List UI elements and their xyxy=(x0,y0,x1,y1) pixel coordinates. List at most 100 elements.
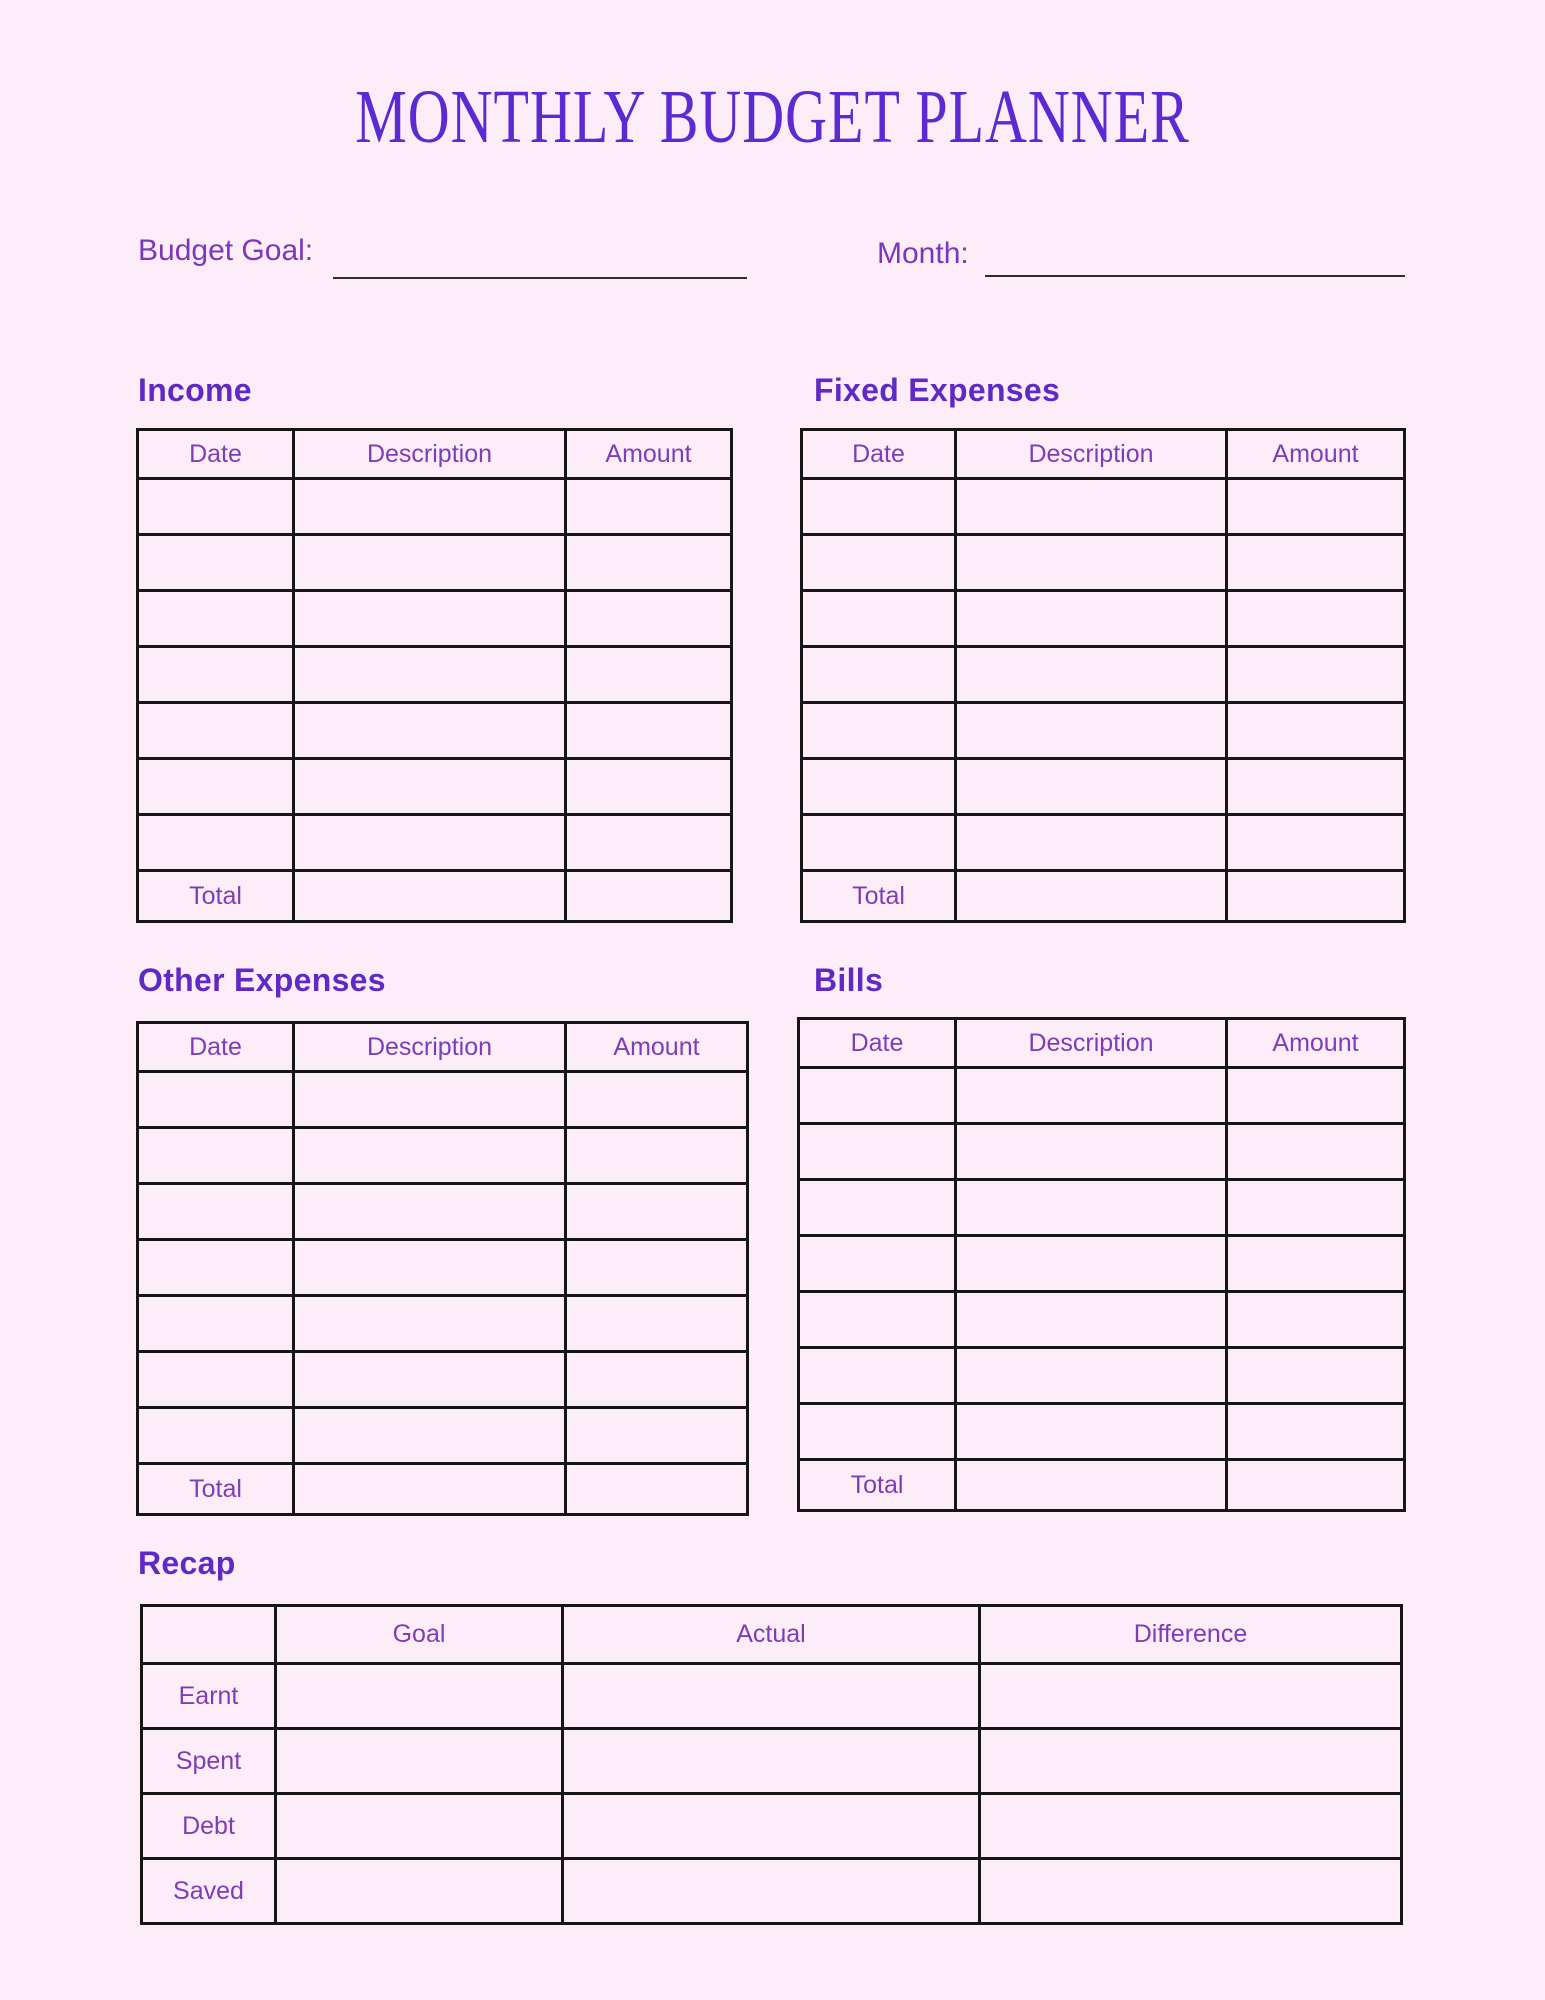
empty-cell xyxy=(800,589,957,648)
empty-cell xyxy=(954,1458,1228,1512)
total-label: Total xyxy=(136,869,295,923)
table-row xyxy=(800,757,1406,816)
total-label: Total xyxy=(800,869,957,923)
total-row: Total xyxy=(136,869,733,923)
empty-cell xyxy=(292,869,567,923)
empty-cell xyxy=(292,1126,567,1185)
total-row: Total xyxy=(797,1458,1406,1512)
empty-cell xyxy=(136,1070,295,1129)
column-header-amount: Amount xyxy=(564,1021,749,1073)
empty-cell xyxy=(1225,1234,1406,1293)
empty-cell xyxy=(797,1346,957,1405)
table-row xyxy=(136,1070,749,1129)
header-row: Date Description Amount xyxy=(136,1021,749,1073)
table-row xyxy=(800,813,1406,872)
section-title-bills: Bills xyxy=(814,962,884,998)
section-title-fixed-expenses: Fixed Expenses xyxy=(814,372,1061,408)
column-header-date: Date xyxy=(797,1017,957,1069)
column-header-description: Description xyxy=(954,428,1228,480)
table-row xyxy=(800,589,1406,648)
column-header-difference: Difference xyxy=(978,1604,1403,1665)
column-header-goal: Goal xyxy=(274,1604,564,1665)
empty-cell xyxy=(800,701,957,760)
empty-cell xyxy=(292,1462,567,1516)
empty-cell xyxy=(797,1402,957,1461)
column-header-date: Date xyxy=(800,428,957,480)
empty-cell xyxy=(954,533,1228,592)
month-line xyxy=(985,275,1405,277)
column-header-amount: Amount xyxy=(564,428,733,480)
empty-cell xyxy=(954,869,1228,923)
column-header-description: Description xyxy=(954,1017,1228,1069)
table-row xyxy=(797,1178,1406,1237)
empty-cell xyxy=(564,701,733,760)
empty-cell xyxy=(292,477,567,536)
empty-cell xyxy=(800,757,957,816)
empty-cell xyxy=(136,1294,295,1353)
empty-cell xyxy=(978,1662,1403,1730)
empty-cell xyxy=(1225,1290,1406,1349)
empty-cell xyxy=(978,1857,1403,1925)
header-row: Date Description Amount xyxy=(800,428,1406,480)
empty-cell xyxy=(136,645,295,704)
empty-cell xyxy=(136,533,295,592)
table-row xyxy=(136,477,733,536)
empty-cell xyxy=(797,1066,957,1125)
table-row xyxy=(800,533,1406,592)
empty-cell xyxy=(564,1070,749,1129)
header-row: Goal Actual Difference xyxy=(140,1604,1403,1665)
table-row xyxy=(136,589,733,648)
empty-cell xyxy=(564,1406,749,1465)
corner-cell xyxy=(140,1604,277,1665)
table-row xyxy=(136,1406,749,1465)
empty-cell xyxy=(800,477,957,536)
empty-cell xyxy=(136,589,295,648)
table-row xyxy=(800,701,1406,760)
empty-cell xyxy=(564,533,733,592)
table-row xyxy=(136,1350,749,1409)
income-table: Date Description Amount Total xyxy=(136,428,733,923)
total-label: Total xyxy=(136,1462,295,1516)
other-expenses-table: Date Description Amount Total xyxy=(136,1021,749,1516)
empty-cell xyxy=(954,701,1228,760)
empty-cell xyxy=(1225,645,1406,704)
table-row xyxy=(136,645,733,704)
empty-cell xyxy=(292,1406,567,1465)
table-row xyxy=(800,477,1406,536)
empty-cell xyxy=(978,1727,1403,1795)
empty-cell xyxy=(978,1792,1403,1860)
empty-cell xyxy=(800,813,957,872)
budget-goal-line xyxy=(333,277,747,279)
empty-cell xyxy=(274,1857,564,1925)
empty-cell xyxy=(564,477,733,536)
empty-cell xyxy=(954,477,1228,536)
table-row xyxy=(136,533,733,592)
empty-cell xyxy=(954,813,1228,872)
empty-cell xyxy=(136,1350,295,1409)
empty-cell xyxy=(800,533,957,592)
empty-cell xyxy=(136,701,295,760)
empty-cell xyxy=(136,477,295,536)
empty-cell xyxy=(1225,477,1406,536)
empty-cell xyxy=(136,813,295,872)
empty-cell xyxy=(136,1126,295,1185)
empty-cell xyxy=(564,589,733,648)
empty-cell xyxy=(954,589,1228,648)
empty-cell xyxy=(564,645,733,704)
budget-goal-label: Budget Goal: xyxy=(138,234,314,267)
empty-cell xyxy=(954,757,1228,816)
table-row xyxy=(136,1238,749,1297)
column-header-date: Date xyxy=(136,1021,295,1073)
empty-cell xyxy=(954,1234,1228,1293)
empty-cell xyxy=(1225,1066,1406,1125)
month-label: Month: xyxy=(877,237,969,270)
empty-cell xyxy=(274,1727,564,1795)
table-row xyxy=(800,645,1406,704)
empty-cell xyxy=(561,1792,981,1860)
empty-cell xyxy=(1225,701,1406,760)
table-row xyxy=(136,1182,749,1241)
empty-cell xyxy=(1225,1178,1406,1237)
empty-cell xyxy=(561,1727,981,1795)
empty-cell xyxy=(136,1238,295,1297)
recap-row-saved: Saved xyxy=(140,1857,1403,1925)
